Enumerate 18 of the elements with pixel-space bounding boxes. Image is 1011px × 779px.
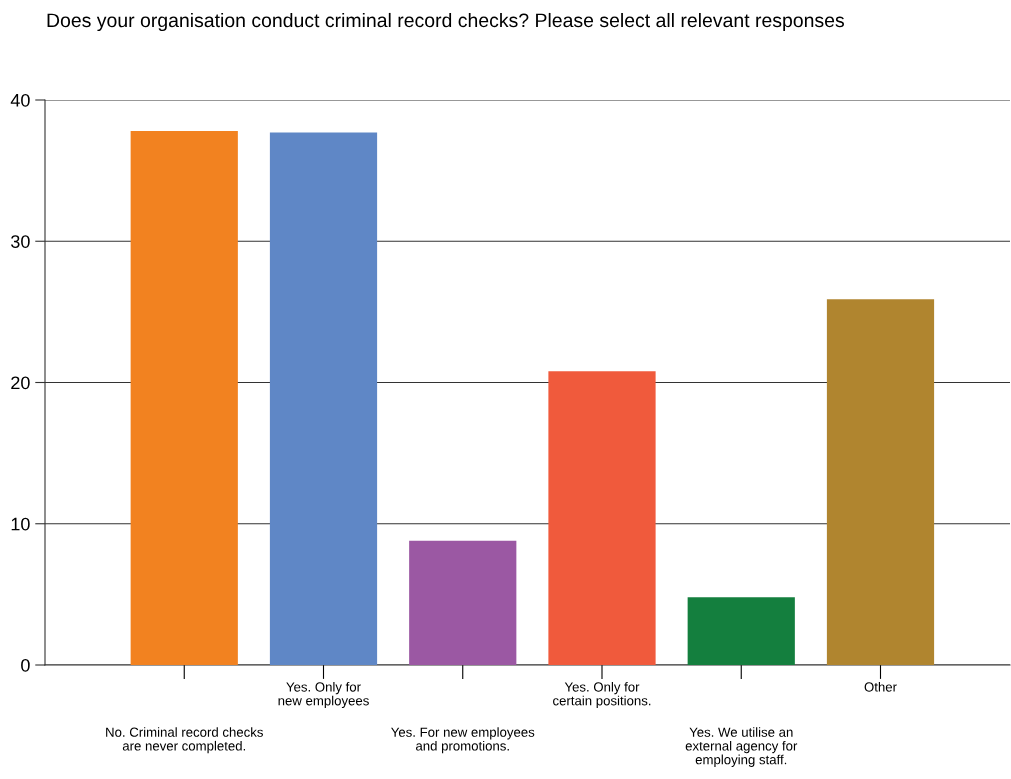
y-tick-label: 30 xyxy=(11,235,30,248)
bar xyxy=(409,540,517,665)
y-tick-label: 20 xyxy=(11,376,30,390)
x-tick-label: No. Criminal record checks are never completed. xyxy=(106,727,263,754)
y-tick-label: 10 xyxy=(11,517,30,531)
bar xyxy=(269,132,378,665)
bar xyxy=(548,371,656,665)
x-tick-label: Other xyxy=(864,681,897,692)
bar xyxy=(130,131,238,665)
bar xyxy=(687,597,795,665)
x-tick-label: Yes. For new employees and promotions. xyxy=(391,727,535,754)
bar xyxy=(826,299,935,665)
x-tick-label: Yes. Only for new employees xyxy=(278,681,369,708)
chart-title: Does your organisation conduct criminal record checks? Please select all relevant responses xyxy=(47,12,844,32)
x-tick-label: Yes. We utilise an external agency for employing staff. xyxy=(685,727,798,767)
y-tick-label: 0 xyxy=(21,658,30,672)
y-tick-label: 40 xyxy=(10,93,30,107)
x-tick-label: Yes. Only for certain positions. xyxy=(553,681,651,708)
